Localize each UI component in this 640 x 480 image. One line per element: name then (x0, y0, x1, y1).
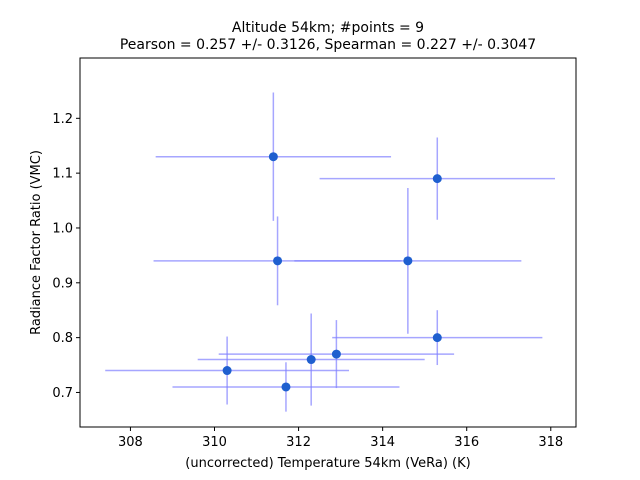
x-tick-label: 316 (454, 435, 479, 450)
x-tick-label: 314 (370, 435, 395, 450)
y-tick-label: 0.9 (52, 276, 73, 291)
y-tick-label: 1.1 (52, 167, 73, 182)
data-point-9 (281, 382, 291, 392)
data-point-2 (432, 174, 442, 184)
data-point-7 (306, 355, 316, 365)
x-tick-label: 308 (118, 435, 143, 450)
x-axis-label: (uncorrected) Temperature 54km (VeRa) (K… (185, 456, 470, 471)
y-axis-ticks: 0.7 0.8 0.9 1.0 1.1 1.2 (52, 112, 80, 401)
y-tick-label: 1.2 (52, 112, 73, 127)
x-tick-label: 310 (202, 435, 227, 450)
y-axis-label: Radiance Factor Ratio (VMC) (29, 150, 44, 335)
data-point-5 (432, 333, 442, 343)
y-tick-label: 0.8 (52, 331, 73, 346)
y-tick-label: 0.7 (52, 386, 73, 401)
chart-title-line2: Pearson = 0.257 +/- 0.3126, Spearman = 0… (120, 37, 536, 53)
y-tick-label: 1.0 (52, 221, 73, 236)
plot-area-frame (79, 57, 577, 428)
chart-title-line1: Altitude 54km; #points = 9 (232, 20, 424, 36)
data-point-1 (268, 152, 278, 162)
x-axis-ticks: 308 310 312 314 316 318 (118, 427, 563, 450)
errorbar-group (105, 92, 555, 412)
x-tick-label: 318 (538, 435, 563, 450)
data-point-4 (403, 256, 413, 266)
points-group (222, 152, 442, 392)
data-point-8 (222, 366, 232, 376)
data-point-3 (273, 256, 283, 266)
x-tick-label: 312 (286, 435, 311, 450)
data-point-6 (331, 349, 341, 359)
